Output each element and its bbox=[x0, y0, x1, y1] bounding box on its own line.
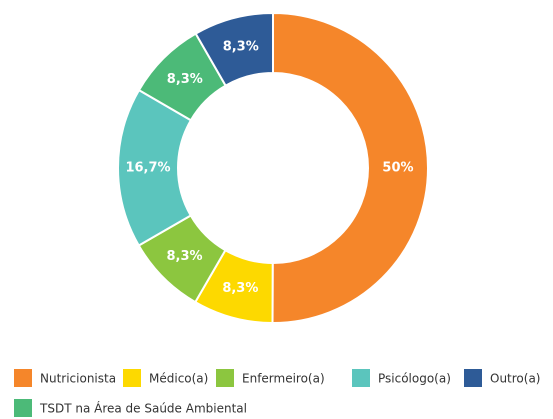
legend-swatch bbox=[464, 369, 482, 387]
slice bbox=[194, 11, 274, 88]
legend-label: Psicólogo(a) bbox=[378, 372, 451, 386]
legend-swatch bbox=[216, 369, 234, 387]
legend-swatch bbox=[123, 369, 141, 387]
legend-label: TSDT na Área de Saúde Ambiental bbox=[39, 401, 247, 416]
value-label: 8,3% bbox=[167, 249, 203, 264]
legend-swatch bbox=[14, 399, 32, 417]
legend-label: Nutricionista bbox=[40, 372, 116, 386]
legend-label: Outro(a) bbox=[490, 372, 540, 386]
value-label: 50% bbox=[382, 161, 413, 176]
legend-label: Enfermeiro(a) bbox=[242, 372, 325, 386]
value-label: 8,3% bbox=[223, 40, 259, 55]
value-label: 8,3% bbox=[167, 72, 203, 87]
slice bbox=[271, 11, 429, 324]
value-label: 16,7% bbox=[125, 160, 170, 175]
value-label: 8,3% bbox=[222, 281, 258, 296]
legend-swatch bbox=[352, 369, 370, 387]
legend-swatch bbox=[14, 369, 32, 387]
legend-label: Médico(a) bbox=[149, 372, 208, 386]
